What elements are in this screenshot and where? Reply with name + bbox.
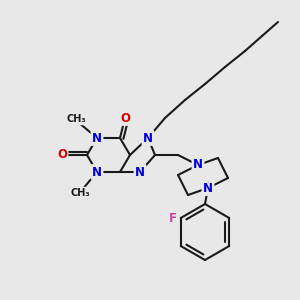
Text: CH₃: CH₃ <box>66 114 86 124</box>
Text: CH₃: CH₃ <box>70 188 90 198</box>
Text: O: O <box>120 112 130 124</box>
Text: N: N <box>92 166 102 178</box>
Text: N: N <box>203 182 213 194</box>
Text: N: N <box>135 166 145 178</box>
Text: N: N <box>193 158 203 172</box>
Text: O: O <box>57 148 67 161</box>
Text: N: N <box>92 131 102 145</box>
Text: F: F <box>169 212 177 224</box>
Text: N: N <box>143 131 153 145</box>
